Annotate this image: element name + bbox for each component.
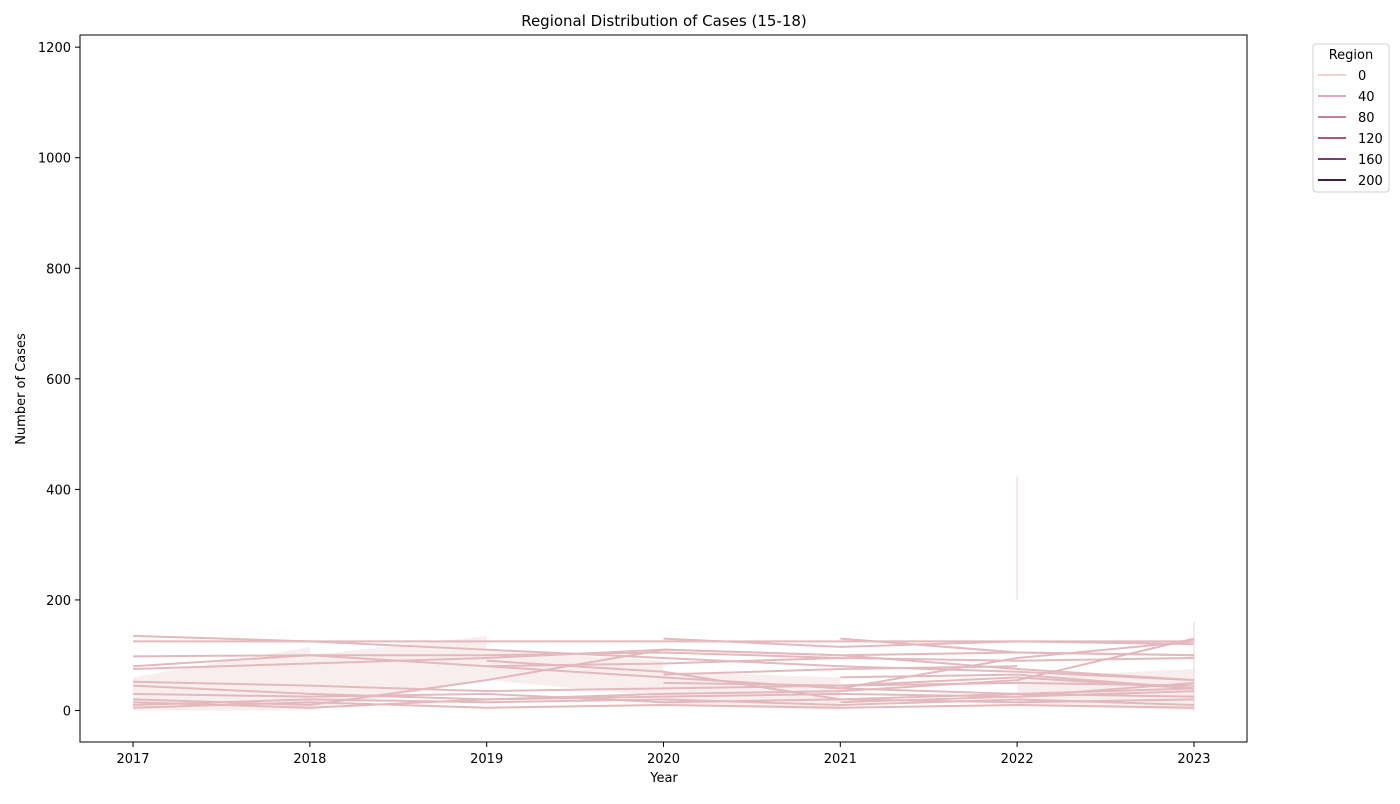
legend-label-40: 40	[1358, 90, 1375, 105]
series-line-1	[133, 640, 1195, 682]
y-tick-label-0: 0	[63, 704, 71, 719]
series-lines	[132, 634, 1195, 709]
x-tick-label-2018: 2018	[293, 752, 326, 767]
legend-label-200: 200	[1358, 174, 1383, 189]
series-line-13	[486, 656, 841, 668]
legend-label-0: 0	[1358, 69, 1366, 84]
series-line-14	[663, 637, 1194, 648]
chart-title: Regional Distribution of Cases (15-18)	[521, 12, 807, 30]
series-line-20	[840, 640, 1195, 690]
plot-area	[79, 34, 1248, 743]
legend-label-80: 80	[1358, 111, 1375, 126]
x-axis: 2017 2018 2019 2020 2021 2022 2023	[116, 742, 1211, 767]
y-tick-label-200: 200	[46, 594, 71, 609]
legend-label-160: 160	[1358, 153, 1383, 168]
series-line-19	[840, 681, 1195, 704]
confidence-band-2	[486, 649, 664, 697]
x-tick-label-2019: 2019	[470, 752, 503, 767]
y-tick-label-800: 800	[46, 262, 71, 277]
y-tick-label-600: 600	[46, 373, 71, 388]
x-tick-label-2021: 2021	[824, 752, 857, 767]
legend-entries: 0 40 80 120 160 200	[1318, 69, 1383, 189]
x-tick-label-2017: 2017	[116, 752, 149, 767]
y-axis: 0 200 400 600 800 1000 1200	[38, 41, 80, 719]
legend-label-120: 120	[1358, 132, 1383, 147]
y-tick-label-1200: 1200	[38, 41, 71, 56]
legend-title: Region	[1329, 48, 1374, 63]
plot-frame	[79, 34, 1248, 743]
series-line-8	[133, 637, 1195, 709]
y-tick-label-400: 400	[46, 483, 71, 498]
y-tick-label-1000: 1000	[38, 152, 71, 167]
series-line-18	[840, 673, 1195, 690]
series-line-16	[663, 676, 1195, 690]
y-axis-label: Number of Cases	[14, 333, 29, 445]
x-tick-label-2020: 2020	[647, 752, 680, 767]
series-line-17	[840, 637, 1194, 657]
x-tick-label-2022: 2022	[1001, 752, 1034, 767]
x-axis-label: Year	[649, 771, 678, 786]
series-line-11	[133, 692, 1194, 704]
series-line-10	[133, 701, 1194, 709]
x-tick-label-2023: 2023	[1177, 752, 1210, 767]
legend-box	[1312, 43, 1390, 193]
series-line-5	[133, 680, 1194, 693]
series-line-9	[133, 698, 1194, 706]
series-line-7	[133, 648, 1195, 706]
legend: Region 0 40 80 120 160 200	[1312, 43, 1390, 193]
